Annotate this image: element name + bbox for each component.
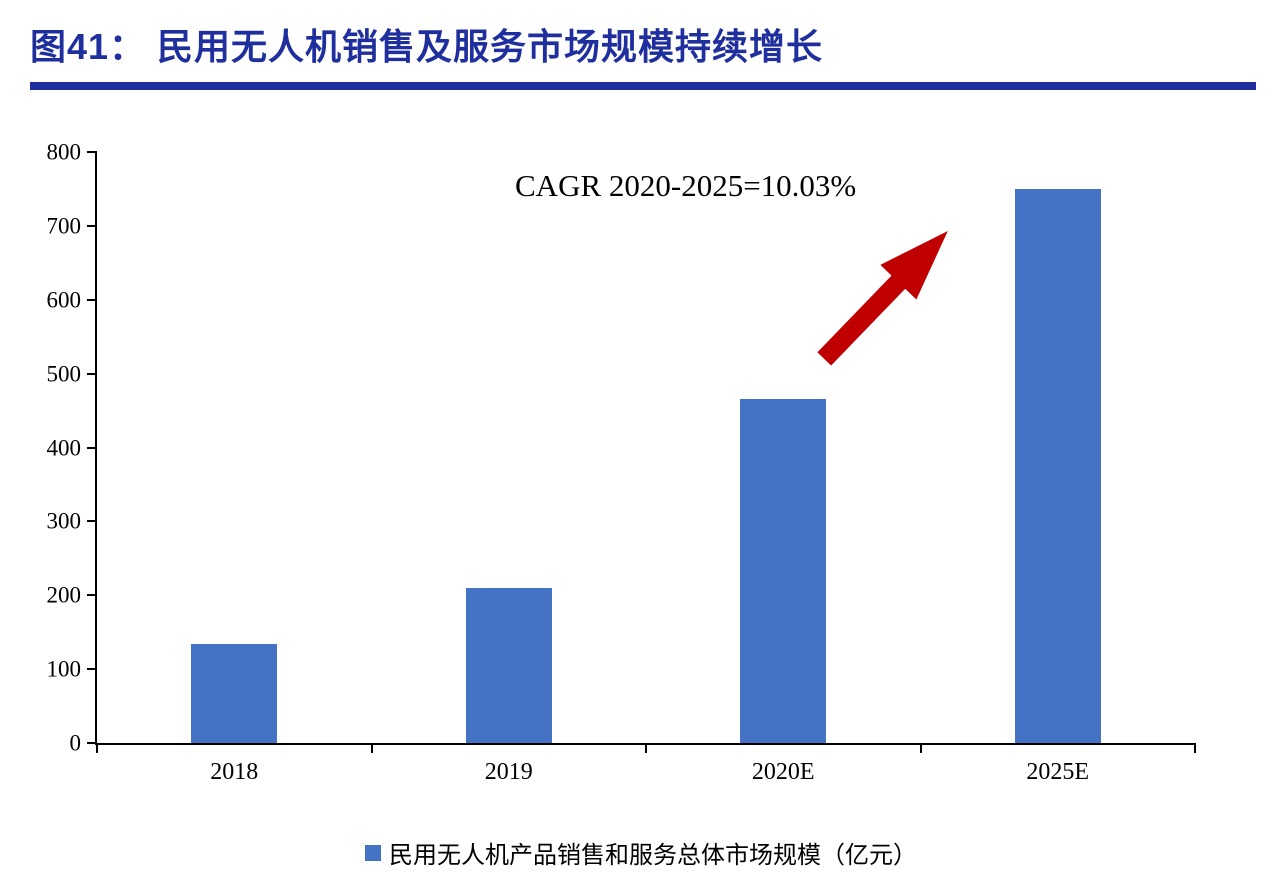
y-axis-tick-mark <box>87 742 97 744</box>
x-axis-tick-mark <box>645 743 647 753</box>
y-axis-tick-label: 500 <box>46 361 82 387</box>
bar-2018 <box>191 644 278 743</box>
x-axis-category-label: 2019 <box>484 759 533 785</box>
bar-2025E <box>1014 188 1101 743</box>
cagr-annotation: CAGR 2020-2025=10.03% <box>515 168 857 203</box>
chart-legend: 民用无人机产品销售和服务总体市场规模（亿元） <box>0 835 1282 870</box>
bar-chart-plot-area: CAGR 2020-2025=10.03% 0 100 200 300 400 500 60… <box>47 141 1196 785</box>
y-axis-tick-mark <box>87 151 97 153</box>
y-axis-tick-label: 300 <box>46 508 82 534</box>
y-axis-tick-mark <box>87 298 97 301</box>
y-axis-tick-mark <box>87 668 97 671</box>
growth-arrow-icon <box>806 214 966 377</box>
y-axis-tick-label: 100 <box>46 656 82 682</box>
x-axis-tick-mark <box>370 743 373 753</box>
y-axis-tick-label: 200 <box>46 582 82 608</box>
y-axis-tick-label: 600 <box>46 287 82 313</box>
y-axis-tick-mark <box>87 372 97 375</box>
legend-label: 民用无人机产品销售和服务总体市场规模（亿元） <box>389 843 917 869</box>
x-axis-category-label: 2025E <box>1026 759 1090 785</box>
y-axis-tick-label: 800 <box>46 139 82 165</box>
y-axis-tick-mark <box>87 224 97 227</box>
bar-2020E <box>740 398 827 743</box>
x-axis-tick-mark <box>919 743 922 753</box>
x-axis-category-label: 2020E <box>751 759 815 785</box>
title-underline <box>30 82 1256 90</box>
y-axis-tick-label: 700 <box>46 213 82 239</box>
y-axis-tick-mark <box>87 594 97 597</box>
y-axis-tick-label: 0 <box>69 730 82 756</box>
figure-title: 图41： 民用无人机销售及服务市场规模持续增长 <box>30 26 824 67</box>
y-axis-tick-mark <box>87 520 97 523</box>
y-axis-tick-label: 400 <box>46 435 82 460</box>
legend-swatch-icon <box>365 844 381 861</box>
x-axis-category-label: 2018 <box>210 759 259 785</box>
y-axis-tick-mark <box>87 446 97 449</box>
x-axis-tick-mark <box>1194 743 1196 753</box>
x-axis-tick-mark <box>96 743 98 753</box>
bar-2019 <box>465 587 552 743</box>
